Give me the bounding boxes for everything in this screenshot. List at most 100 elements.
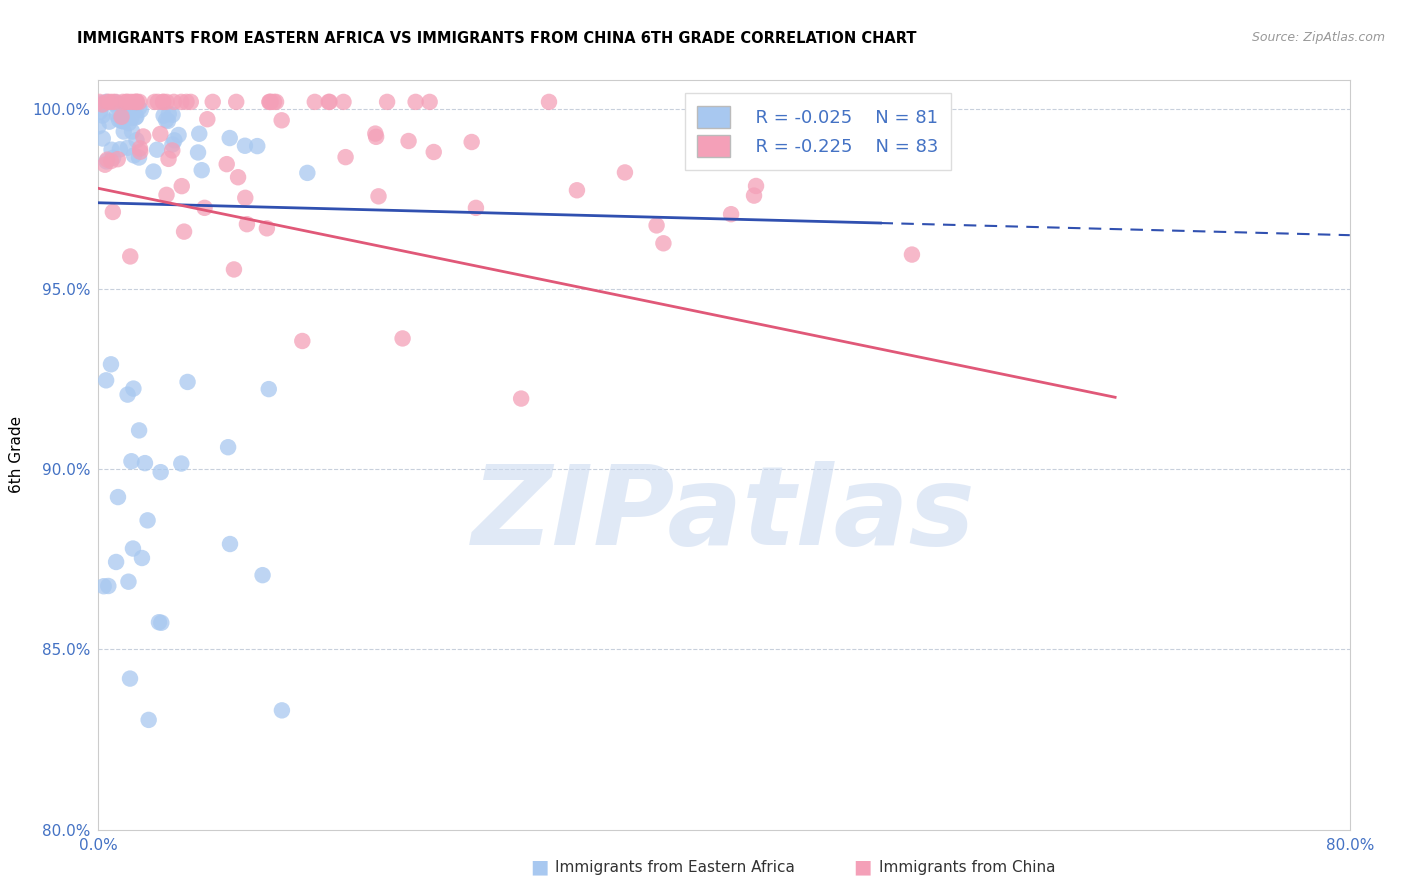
Point: [460, 135, 482, 149]
Point: [100, 143, 122, 157]
Point: [217, 440, 239, 454]
Point: [149, 127, 172, 141]
Point: [138, 713, 160, 727]
Point: [100, 357, 122, 371]
Point: [125, 95, 148, 109]
Point: [157, 152, 180, 166]
Point: [180, 95, 202, 109]
Point: [122, 382, 145, 396]
Point: [120, 95, 142, 109]
Point: [173, 225, 195, 239]
Point: [101, 95, 124, 109]
Point: [136, 513, 159, 527]
Point: [112, 114, 135, 128]
Point: [176, 95, 198, 109]
Point: [170, 179, 193, 194]
Point: [107, 102, 129, 116]
Point: [263, 95, 285, 109]
Point: [745, 178, 768, 193]
Point: [132, 129, 155, 144]
Text: Source: ZipAtlas.com: Source: ZipAtlas.com: [1251, 31, 1385, 45]
Point: [256, 221, 278, 235]
Point: [98, 114, 121, 128]
Point: [155, 95, 177, 109]
Point: [260, 95, 283, 109]
Point: [93, 579, 115, 593]
Point: [122, 541, 145, 556]
Point: [332, 95, 354, 109]
Point: [96, 154, 118, 169]
Point: [87, 120, 110, 134]
Point: [264, 95, 287, 109]
Point: [152, 95, 174, 109]
Point: [120, 454, 142, 468]
Point: [157, 107, 180, 121]
Point: [129, 141, 152, 155]
Point: [129, 103, 152, 117]
Point: [510, 392, 533, 406]
Point: [104, 95, 127, 110]
Point: [115, 95, 138, 109]
Point: [149, 465, 172, 479]
Point: [97, 579, 120, 593]
Point: [537, 95, 560, 109]
Point: [111, 95, 134, 109]
Point: [162, 108, 184, 122]
Point: [104, 95, 127, 109]
Point: [215, 157, 238, 171]
Point: [163, 133, 186, 147]
Point: [101, 96, 124, 111]
Point: [193, 201, 215, 215]
Point: [129, 145, 152, 159]
Point: [118, 672, 141, 686]
Point: [91, 109, 114, 123]
Y-axis label: 6th Grade: 6th Grade: [8, 417, 24, 493]
Point: [195, 112, 218, 127]
Point: [128, 151, 150, 165]
Point: [124, 100, 146, 114]
Point: [117, 574, 139, 589]
Point: [226, 170, 249, 185]
Point: [112, 124, 135, 138]
Point: [90, 96, 112, 111]
Point: [146, 143, 169, 157]
Point: [645, 219, 668, 233]
Point: [125, 133, 148, 147]
Point: [125, 110, 148, 124]
Point: [187, 145, 209, 160]
Point: [121, 124, 143, 138]
Point: [565, 183, 588, 197]
Point: [96, 95, 118, 109]
Point: [219, 537, 242, 551]
Point: [167, 128, 190, 142]
Point: [176, 375, 198, 389]
Point: [225, 95, 247, 109]
Point: [108, 142, 131, 156]
Point: [107, 96, 129, 111]
Point: [89, 95, 111, 109]
Point: [115, 95, 138, 109]
Point: [107, 490, 129, 504]
Point: [233, 191, 256, 205]
Point: [101, 205, 124, 219]
Point: [901, 247, 924, 261]
Point: [96, 95, 118, 109]
Point: [398, 134, 420, 148]
Point: [419, 95, 441, 109]
Text: ■: ■: [530, 857, 548, 876]
Point: [170, 457, 193, 471]
Point: [131, 551, 153, 566]
Point: [391, 331, 413, 345]
Point: [318, 95, 340, 109]
Point: [117, 141, 139, 155]
Point: [111, 111, 134, 125]
Point: [91, 97, 114, 112]
Point: [155, 113, 177, 128]
Point: [201, 95, 224, 109]
Point: [162, 144, 184, 158]
Point: [101, 151, 124, 165]
Point: [91, 97, 114, 112]
Text: IMMIGRANTS FROM EASTERN AFRICA VS IMMIGRANTS FROM CHINA 6TH GRADE CORRELATION CH: IMMIGRANTS FROM EASTERN AFRICA VS IMMIGR…: [77, 31, 917, 46]
Point: [291, 334, 314, 348]
Point: [720, 207, 742, 221]
